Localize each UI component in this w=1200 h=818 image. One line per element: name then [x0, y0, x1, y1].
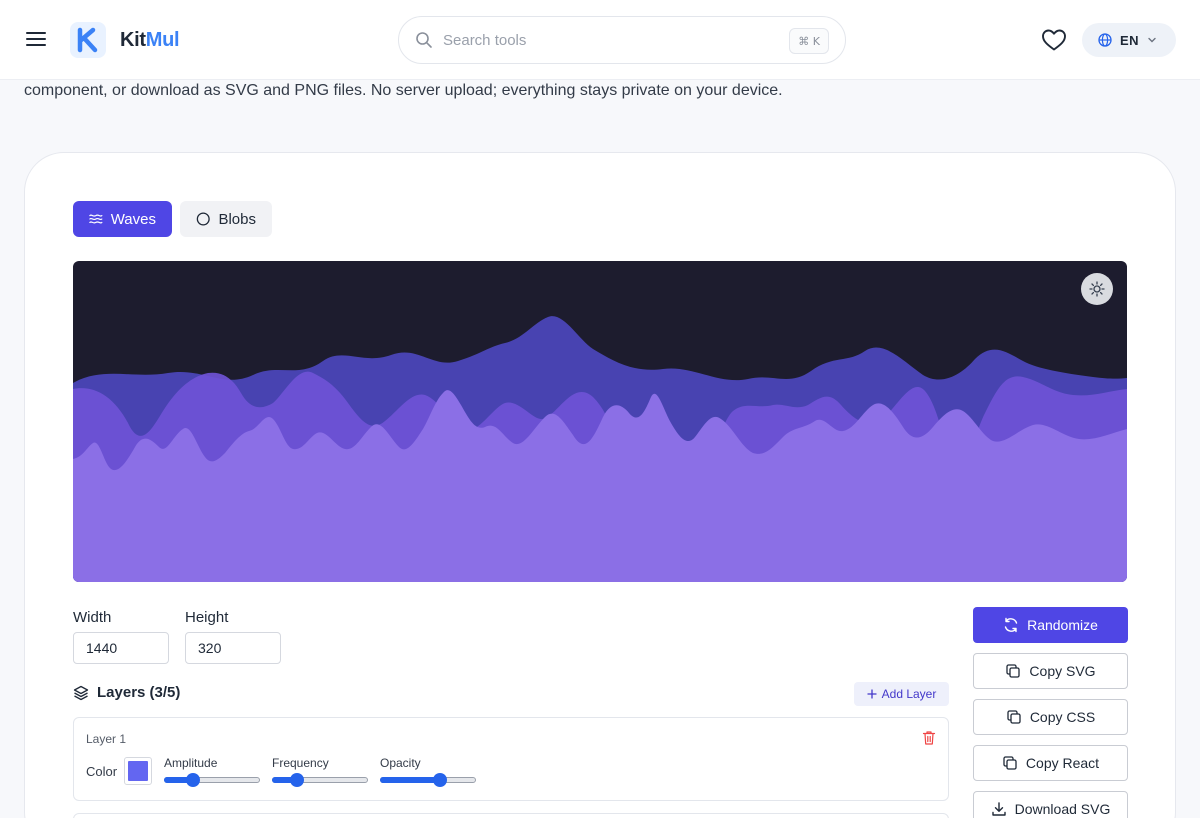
- randomize-label: Randomize: [1027, 617, 1098, 633]
- copy-react-label: Copy React: [1025, 755, 1100, 771]
- slider-thumb[interactable]: [433, 773, 448, 787]
- copy-icon: [1007, 710, 1021, 724]
- copy-svg-label: Copy SVG: [1029, 663, 1096, 679]
- intro-text: component, or download as SVG and PNG fi…: [24, 82, 783, 99]
- wave-layer-front: [73, 390, 1127, 582]
- top-header: KitMul ⌘ K EN: [0, 0, 1200, 80]
- layer-card-next: [73, 813, 949, 818]
- opacity-label: Opacity: [380, 756, 421, 770]
- trash-icon[interactable]: [922, 730, 936, 746]
- randomize-button[interactable]: Randomize: [973, 607, 1128, 643]
- chevron-down-icon: [1148, 37, 1156, 43]
- copy-icon: [1006, 664, 1021, 678]
- brand-kit: Kit: [120, 28, 146, 51]
- search-shortcut-badge: ⌘ K: [789, 28, 829, 54]
- generator-card: Waves Blobs Width Height Layers (3/5) Ad…: [24, 152, 1176, 818]
- frequency-label: Frequency: [272, 756, 329, 770]
- opacity-slider[interactable]: [380, 773, 476, 787]
- width-input[interactable]: [73, 632, 169, 664]
- add-layer-button[interactable]: Add Layer: [854, 682, 949, 706]
- tab-blobs[interactable]: Blobs: [180, 201, 272, 237]
- layer-color-swatch: [128, 761, 148, 781]
- copy-css-button[interactable]: Copy CSS: [973, 699, 1128, 735]
- layer-name: Layer 1: [86, 732, 127, 746]
- tab-blobs-label: Blobs: [218, 210, 256, 228]
- height-input[interactable]: [185, 632, 281, 664]
- wave-preview: [73, 261, 1127, 582]
- tab-waves-label: Waves: [110, 210, 156, 228]
- add-layer-label: Add Layer: [881, 687, 937, 701]
- search-input[interactable]: [443, 31, 763, 49]
- download-svg-label: Download SVG: [1014, 801, 1111, 817]
- slider-thumb[interactable]: [289, 773, 304, 787]
- layers-title: Layers (3/5): [97, 684, 181, 701]
- sun-icon: [1089, 281, 1105, 297]
- layer-color-label: Color: [86, 764, 118, 779]
- brand-name: KitMul: [120, 28, 180, 52]
- download-icon: [991, 802, 1006, 816]
- width-label: Width: [73, 609, 112, 626]
- globe-icon: [1098, 33, 1112, 47]
- copy-icon: [1003, 756, 1017, 770]
- copy-css-label: Copy CSS: [1029, 709, 1096, 725]
- logo[interactable]: KitMul: [70, 22, 180, 58]
- download-svg-button[interactable]: Download SVG: [973, 791, 1128, 818]
- menu-icon[interactable]: [24, 28, 48, 52]
- heart-icon[interactable]: [1041, 28, 1067, 52]
- circle-icon: [196, 212, 210, 226]
- layer-card: Layer 1 Color Amplitude Frequency Opacit…: [73, 717, 949, 801]
- layer-color-picker[interactable]: [124, 757, 152, 785]
- theme-toggle-button[interactable]: [1081, 273, 1113, 305]
- slider-fill: [272, 777, 297, 783]
- language-code: EN: [1120, 32, 1140, 48]
- frequency-slider[interactable]: [272, 773, 368, 787]
- layers-heading: Layers (3/5): [73, 684, 180, 701]
- amplitude-label: Amplitude: [164, 756, 218, 770]
- copy-react-button[interactable]: Copy React: [973, 745, 1128, 781]
- language-selector[interactable]: EN: [1082, 23, 1176, 57]
- slider-fill: [164, 777, 193, 783]
- amplitude-slider[interactable]: [164, 773, 260, 787]
- wave-preview-svg: [73, 316, 1127, 582]
- logo-mark-icon: [70, 22, 106, 58]
- search-box: ⌘ K: [398, 16, 846, 64]
- height-label: Height: [185, 609, 229, 626]
- refresh-icon: [1004, 617, 1018, 633]
- brand-mul: Mul: [145, 28, 180, 51]
- tab-waves[interactable]: Waves: [73, 201, 172, 237]
- search-icon: [416, 32, 432, 48]
- mode-tabs: Waves Blobs: [73, 201, 272, 237]
- slider-fill: [380, 777, 441, 783]
- slider-thumb[interactable]: [185, 773, 200, 787]
- plus-icon: [866, 689, 877, 699]
- layers-icon: [73, 685, 89, 700]
- copy-svg-button[interactable]: Copy SVG: [973, 653, 1128, 689]
- waves-icon: [89, 214, 103, 224]
